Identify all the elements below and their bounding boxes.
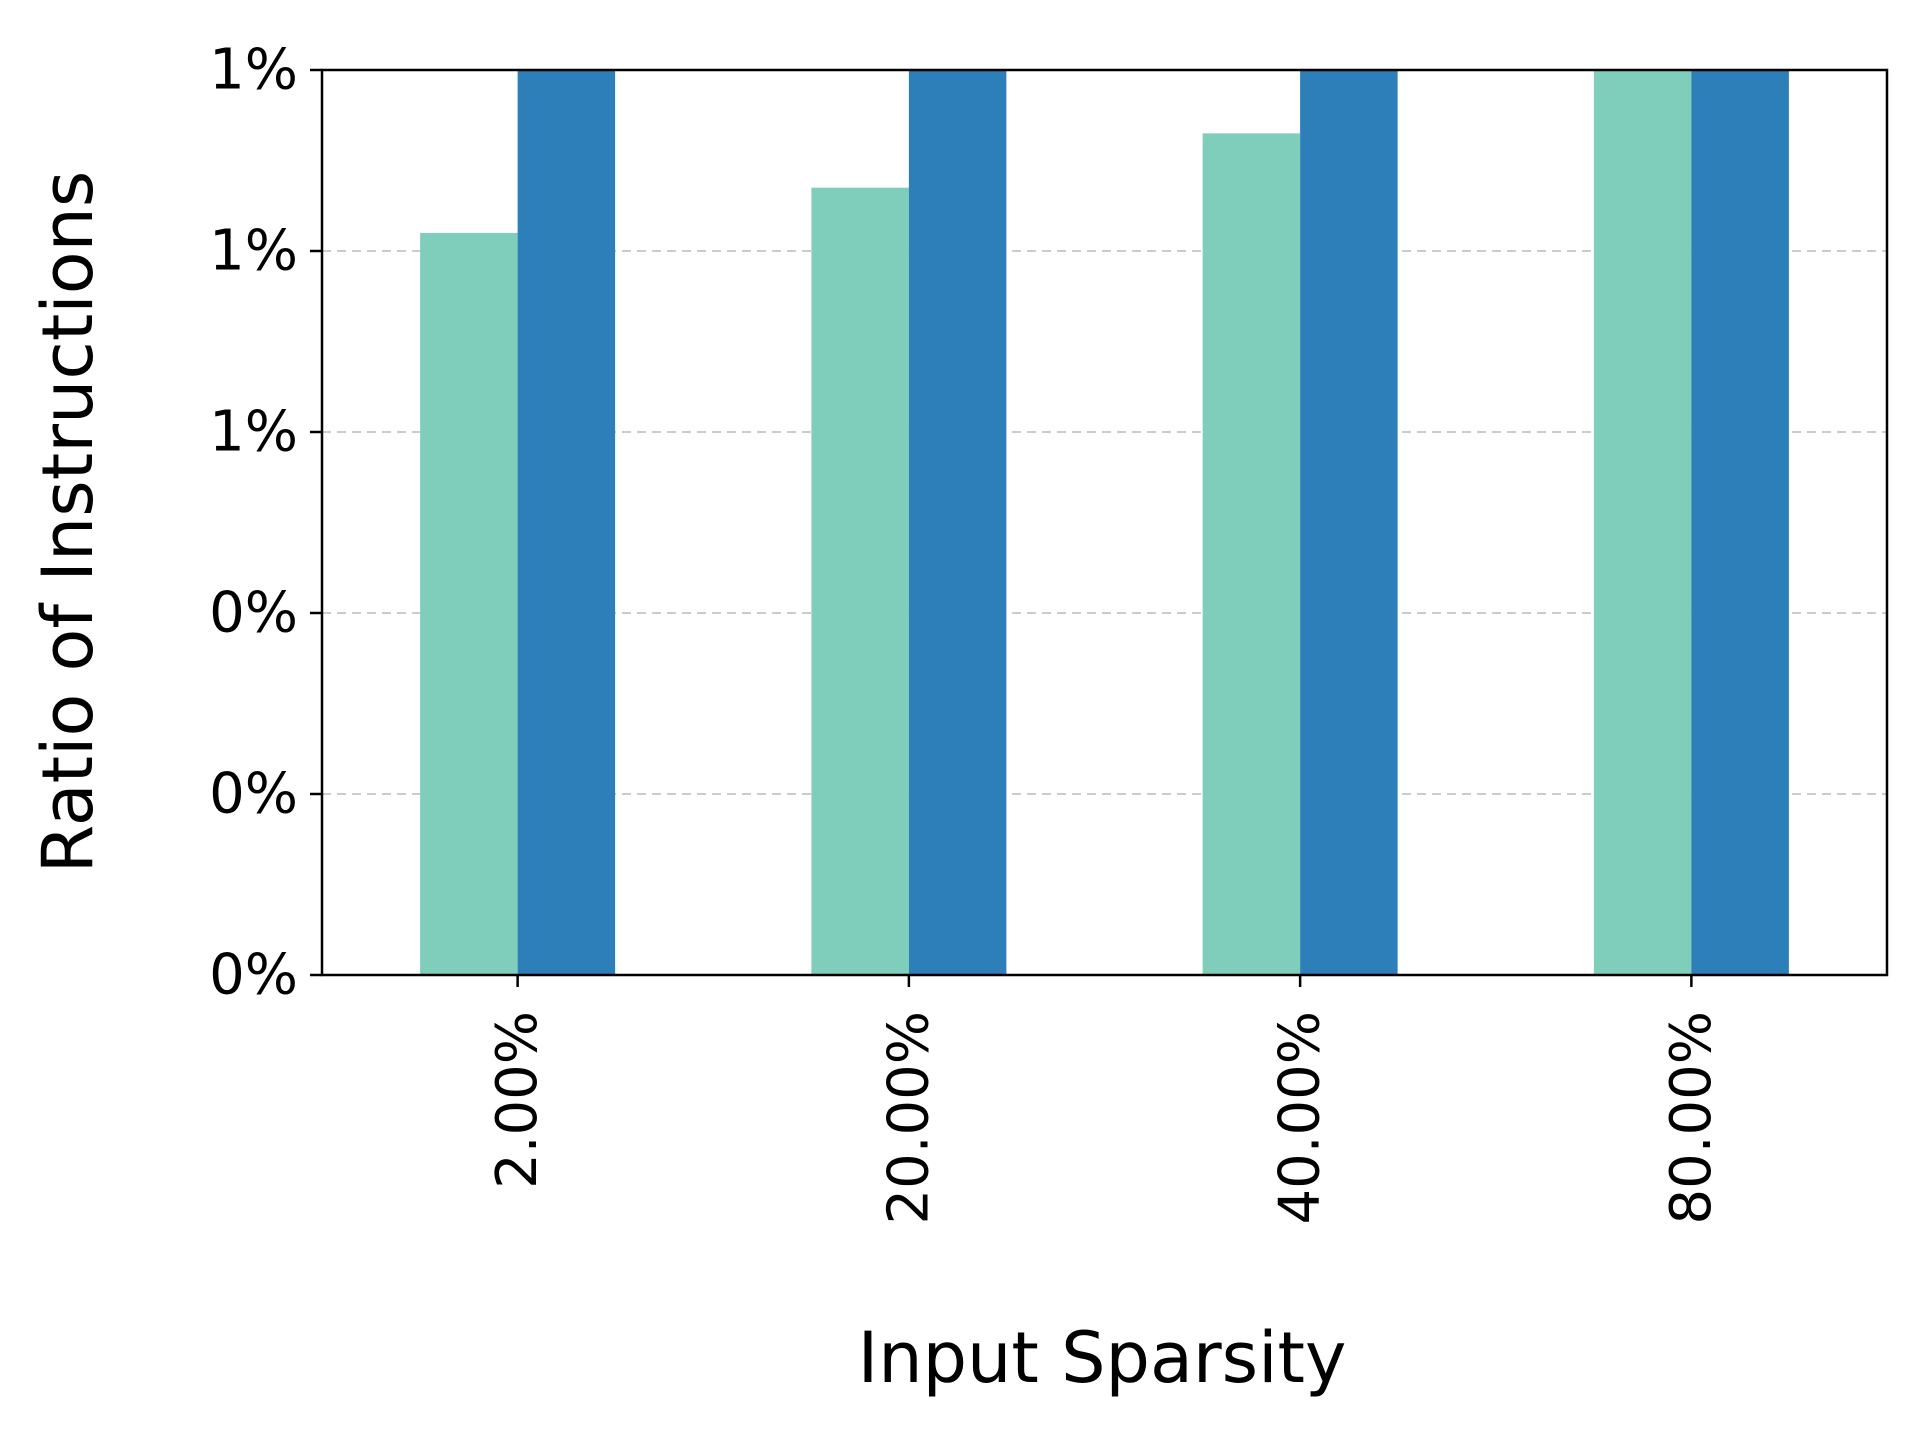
x-tick-label: 80.00%	[1659, 1011, 1724, 1225]
x-axis-ticks: 2.00% 20.00% 40.00% 80.00%	[485, 975, 1724, 1225]
y-axis-ticks: 0% 0% 0% 1% 1% 1%	[209, 38, 322, 1008]
y-tick-label: 1%	[209, 219, 298, 284]
bars	[420, 70, 1789, 976]
bar-series-2	[517, 70, 616, 975]
plot-frame	[320, 68, 1889, 977]
y-tick-label: 0%	[209, 581, 298, 646]
bar-series-1	[1202, 133, 1301, 976]
x-tick-label: 20.00%	[876, 1011, 941, 1225]
y-tick-label: 1%	[209, 400, 298, 465]
x-axis-label: Input Sparsity	[858, 1317, 1347, 1399]
bar-series-2	[908, 70, 1007, 975]
y-tick-label: 0%	[209, 762, 298, 827]
bar-series-1	[420, 232, 518, 975]
bar-series-2	[1691, 70, 1789, 975]
bar-series-1	[811, 187, 909, 975]
bar-series-2	[1300, 70, 1398, 975]
y-tick-label: 1%	[209, 38, 298, 103]
x-tick-label: 2.00%	[485, 1011, 550, 1189]
y-tick-label: 0%	[209, 943, 298, 1008]
bar-series-1	[1593, 70, 1692, 975]
x-tick-label: 40.00%	[1268, 1011, 1333, 1225]
y-axis-label: Ratio of Instructions	[27, 171, 109, 874]
